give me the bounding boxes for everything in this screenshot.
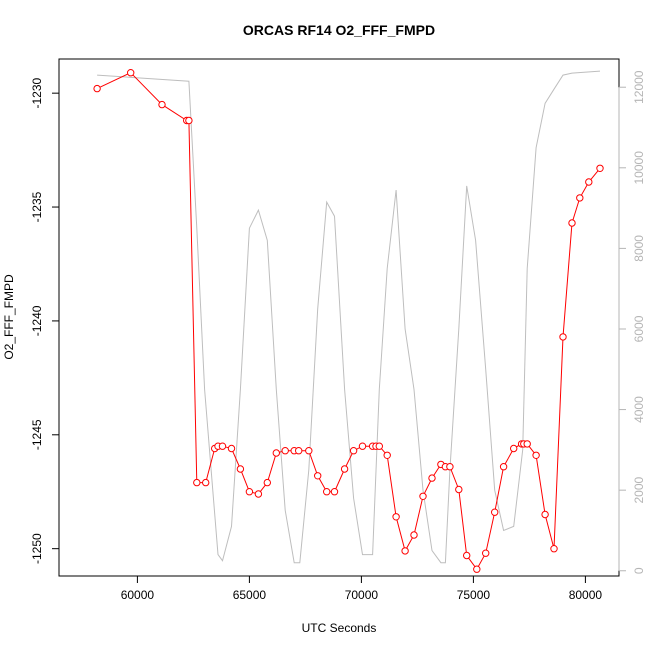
data-point [532,451,540,459]
data-point [245,488,254,496]
y-tick-label: -1230 [30,77,44,108]
data-point [305,447,313,455]
x-tick-label: 60000 [121,588,155,602]
x-tick-label: 70000 [345,588,379,602]
data-point [482,549,490,557]
secondary-series [97,70,601,564]
y2-tick-label: 8000 [632,235,646,262]
data-point [281,447,289,455]
data-point [383,451,391,459]
data-point [358,442,367,450]
data-point [510,444,518,453]
data-point [410,531,418,539]
data-point [295,447,303,455]
data-point [473,565,481,573]
y-tick-label: -1245 [30,419,44,450]
data-point [340,465,349,473]
data-point [401,547,409,555]
x-tick-label: 75000 [457,588,491,602]
chart-title: ORCAS RF14 O2_FFF_FMPD [243,22,435,38]
data-point [523,440,531,448]
x-axis-label: UTC Seconds [302,621,377,635]
y-tick-label: -1240 [30,305,44,336]
data-point [254,490,263,498]
y2-tick-label: 12000 [632,70,646,104]
y-tick-label: -1235 [30,191,44,222]
data-point [127,69,135,77]
data-point [550,545,558,553]
data-point [193,478,201,487]
secondary-series-line [97,70,601,564]
data-point [158,100,166,109]
data-point [323,488,331,496]
data-point [585,178,593,186]
data-point [236,465,245,473]
y-axis-label: O2_FFF_FMPD [2,274,16,360]
data-point [446,463,454,471]
x-tick-label: 65000 [233,588,267,602]
data-point [463,551,471,560]
y2-tick-label: 2000 [632,476,646,503]
data-point [428,474,436,482]
x-axis: 60000 65000 70000 75000 80000 [121,575,603,602]
data-point [392,513,400,521]
primary-series [93,69,604,573]
data-point [202,478,210,487]
data-point [93,84,101,93]
y-axis: -1230 -1235 -1240 -1245 -1250 [30,77,60,564]
y2-tick-label: 10000 [632,151,646,185]
data-point [491,508,499,516]
x-tick-label: 80000 [569,588,603,602]
data-point [559,333,567,341]
data-point [185,116,193,125]
y2-tick-label: 4000 [632,396,646,423]
data-point [218,442,227,450]
y2-tick-label: 6000 [632,315,646,342]
data-point [455,485,463,494]
data-point [349,447,358,455]
y2-tick-label: 0 [632,567,646,574]
data-point [568,219,576,227]
data-point [375,442,383,450]
data-point [576,194,584,202]
data-point [227,444,236,453]
data-point [272,449,280,457]
data-point [596,164,604,173]
secondary-y-axis: 0 2000 4000 6000 8000 10000 12000 [618,70,646,574]
data-point [499,463,508,471]
data-point [263,478,271,487]
data-point [314,472,322,480]
data-point [541,510,549,519]
data-point [330,488,339,496]
y-tick-label: -1250 [30,533,44,564]
data-point [419,492,427,500]
